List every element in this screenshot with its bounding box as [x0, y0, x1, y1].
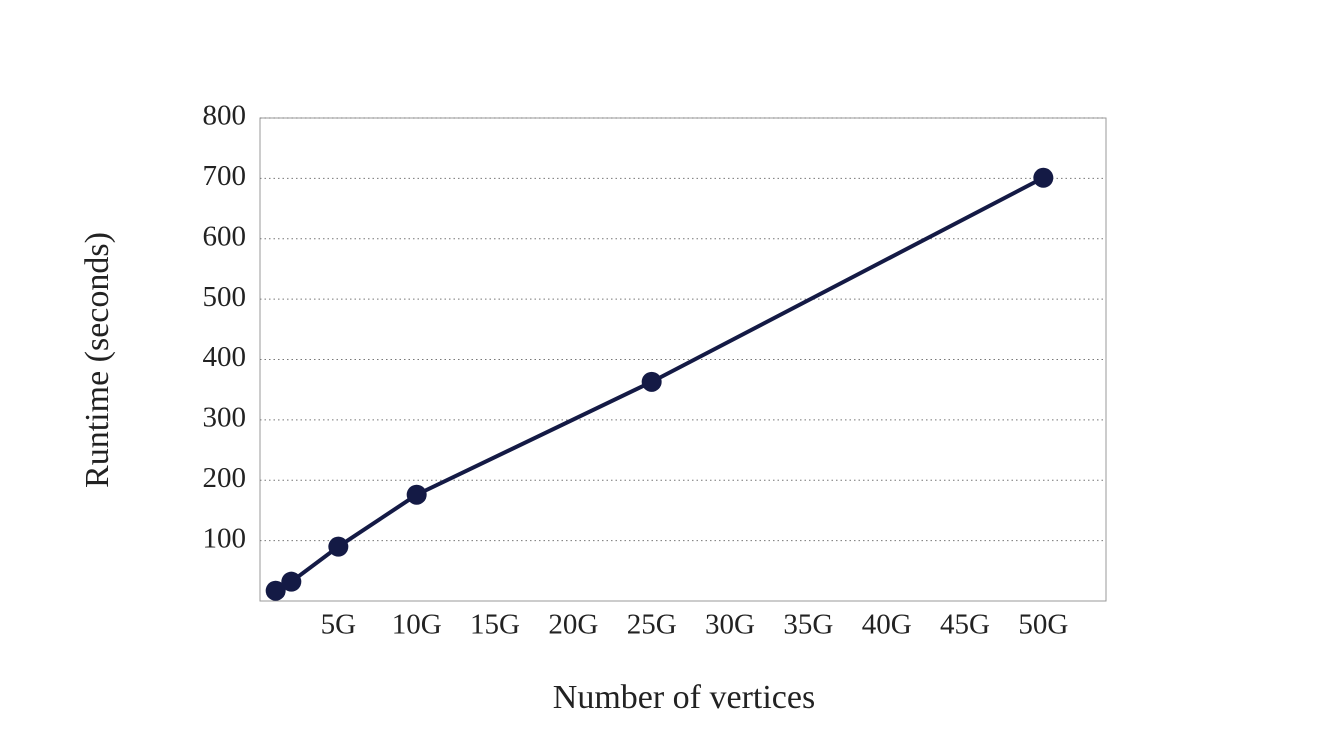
- x-axis-label: Number of vertices: [553, 679, 815, 716]
- x-tick-label: 15G: [470, 609, 520, 641]
- data-point: [265, 580, 286, 601]
- x-tick-label: 35G: [783, 609, 833, 641]
- data-point: [281, 571, 302, 592]
- x-tick-label: 30G: [705, 609, 755, 641]
- x-tick-label: 20G: [548, 609, 598, 641]
- y-tick-label: 800: [203, 100, 247, 132]
- x-tick-label: 40G: [862, 609, 912, 641]
- data-point: [406, 484, 427, 505]
- y-tick-label: 700: [203, 160, 247, 192]
- data-point: [328, 536, 349, 557]
- y-axis-label: Runtime (seconds): [79, 232, 116, 488]
- y-tick-label: 400: [203, 341, 247, 373]
- x-tick-label: 5G: [321, 609, 357, 641]
- x-tick-label: 45G: [940, 609, 990, 641]
- y-tick-label: 300: [203, 402, 247, 434]
- y-tick-label: 600: [203, 220, 247, 252]
- data-point: [641, 371, 662, 392]
- x-tick-label: 50G: [1018, 609, 1068, 641]
- x-tick-label: 25G: [627, 609, 677, 641]
- y-tick-label: 500: [203, 281, 247, 313]
- data-point: [1033, 167, 1054, 188]
- y-tick-label: 100: [203, 522, 247, 554]
- x-tick-label: 10G: [392, 609, 442, 641]
- y-tick-label: 200: [203, 462, 247, 494]
